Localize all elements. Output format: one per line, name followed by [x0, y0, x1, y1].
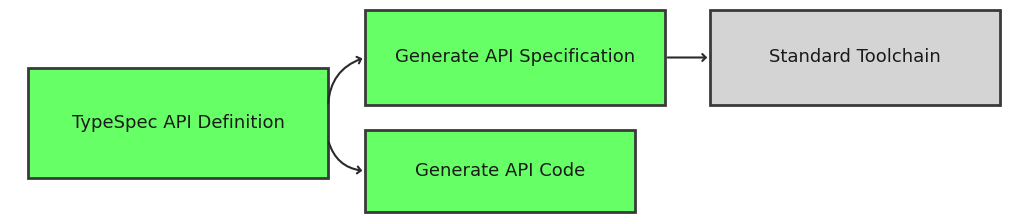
FancyBboxPatch shape: [28, 68, 328, 178]
Text: TypeSpec API Definition: TypeSpec API Definition: [71, 114, 285, 132]
Text: Generate API Code: Generate API Code: [415, 162, 585, 180]
FancyBboxPatch shape: [364, 10, 665, 105]
FancyBboxPatch shape: [710, 10, 1000, 105]
FancyBboxPatch shape: [364, 130, 635, 212]
Text: Generate API Specification: Generate API Specification: [395, 49, 635, 67]
Text: Standard Toolchain: Standard Toolchain: [769, 49, 941, 67]
